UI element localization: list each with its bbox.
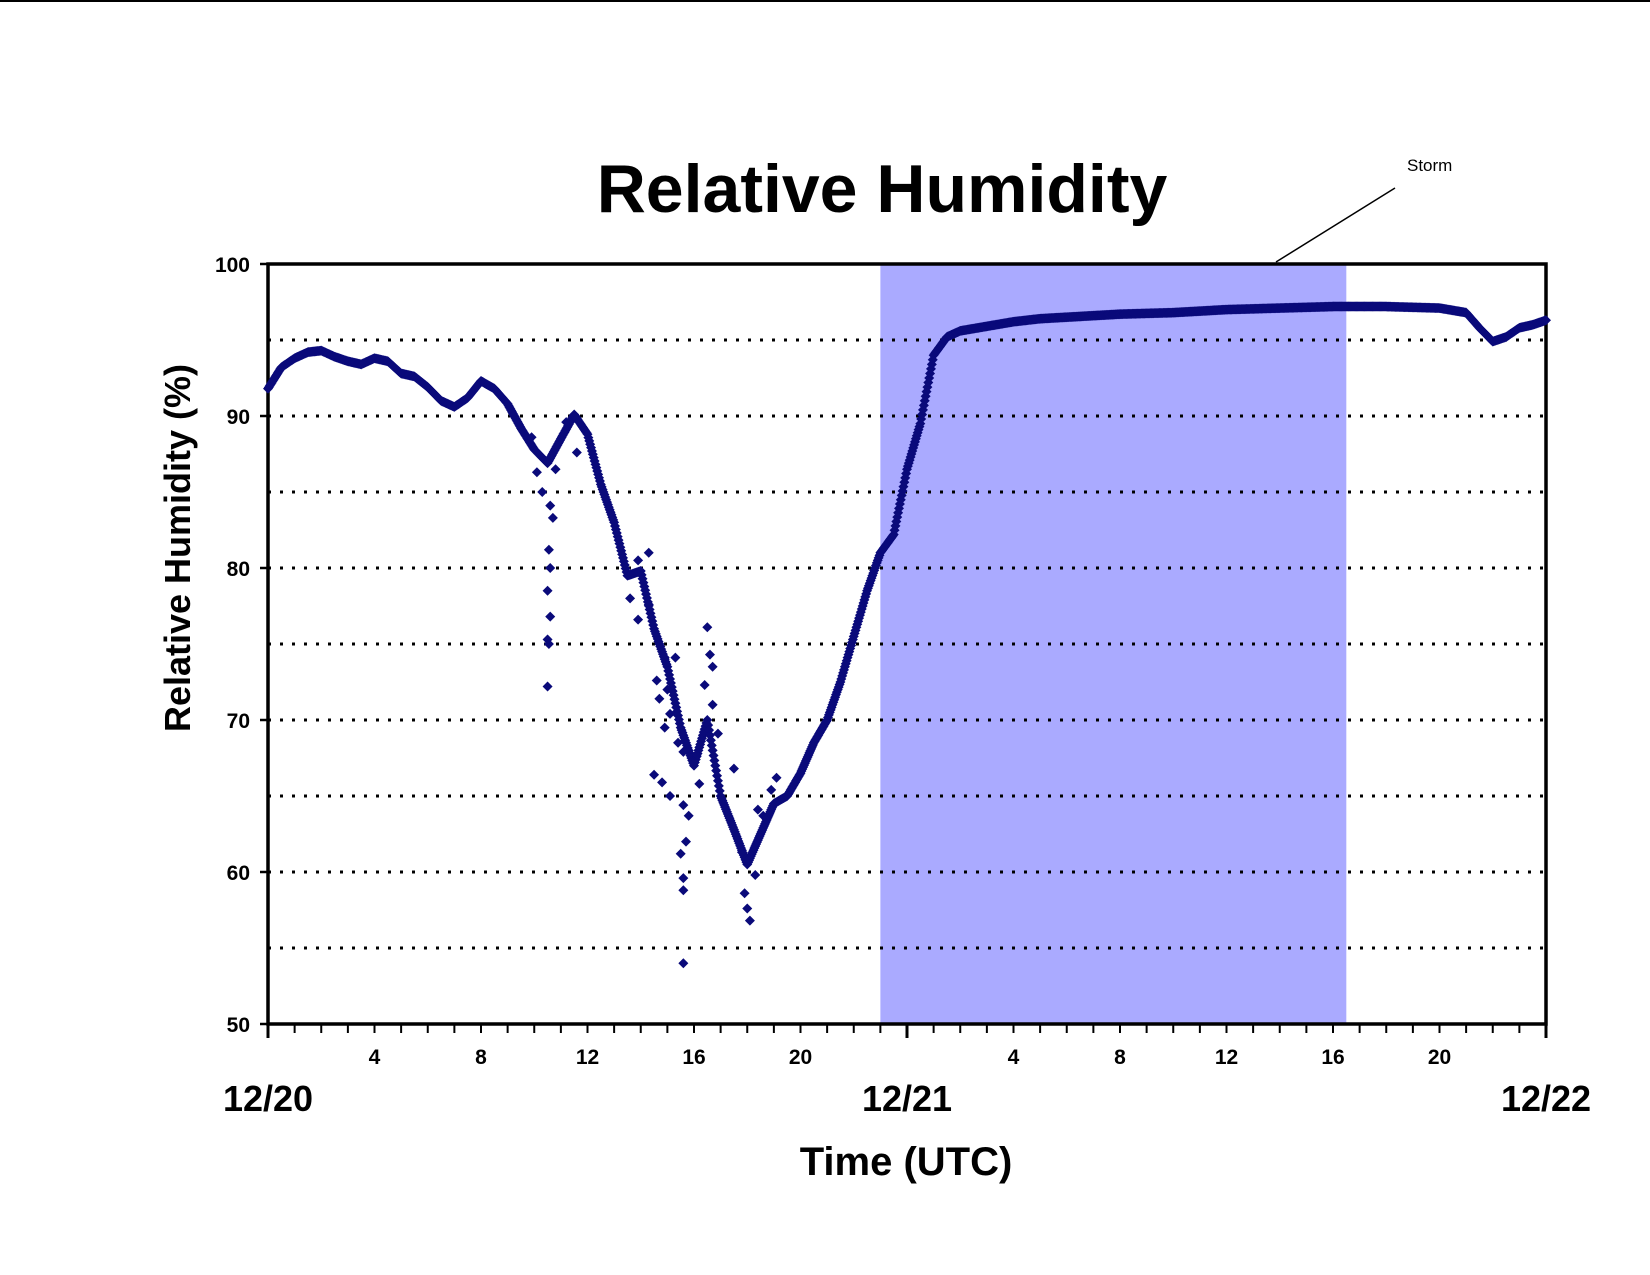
y-tick-label: 60 — [227, 862, 250, 885]
data-point — [659, 722, 670, 733]
data-point — [678, 958, 689, 969]
storm-annotation: Storm — [1407, 156, 1452, 175]
data-point — [678, 800, 689, 811]
data-point — [736, 847, 747, 858]
data-point — [683, 810, 694, 821]
x-tick-label: 12 — [1215, 1046, 1238, 1069]
storm-leader-line — [1275, 187, 1396, 263]
data-point — [699, 680, 710, 691]
data-point — [659, 652, 670, 663]
y-tick-label: 70 — [227, 710, 250, 733]
storm-annotation-layer: Storm — [1275, 156, 1452, 263]
data-point — [633, 614, 644, 625]
data-point — [643, 547, 654, 558]
x-tick-label: 20 — [1428, 1046, 1451, 1069]
data-point — [728, 763, 739, 774]
data-point — [750, 870, 761, 881]
y-tick-label: 90 — [227, 406, 250, 429]
x-tick-label: 4 — [369, 1046, 381, 1069]
storm-shaded-region — [880, 264, 1347, 1024]
x-tick-label: 20 — [789, 1046, 812, 1069]
y-tick-label: 50 — [227, 1014, 250, 1037]
data-point — [758, 810, 769, 821]
data-point — [542, 585, 553, 596]
data-point — [742, 903, 753, 914]
data-point — [670, 652, 681, 663]
y-tick-label: 80 — [227, 558, 250, 581]
x-tick-label: 8 — [475, 1046, 487, 1069]
data-point — [707, 661, 718, 672]
data-point — [545, 611, 556, 622]
y-tick-label: 100 — [215, 254, 250, 277]
data-point — [694, 778, 705, 789]
data-point — [771, 772, 782, 783]
data-point — [543, 639, 554, 649]
data-point — [662, 684, 673, 695]
data-point — [526, 432, 537, 443]
data-point — [545, 500, 556, 511]
storm-shading-layer — [880, 264, 1347, 1024]
data-point — [654, 639, 665, 649]
data-point — [649, 769, 660, 780]
data-point — [691, 749, 702, 760]
data-point — [702, 622, 713, 633]
data-point — [561, 417, 572, 428]
data-point — [537, 487, 548, 497]
data-point — [547, 512, 558, 523]
data-point — [657, 777, 668, 788]
data-point — [654, 693, 665, 704]
data-point — [543, 544, 554, 555]
y-axis-label: Relative Humidity (%) — [157, 364, 198, 732]
top-border — [0, 0, 1650, 2]
day-label: 12/21 — [862, 1078, 952, 1119]
x-tick-label: 16 — [682, 1046, 705, 1069]
chart-title: Relative Humidity — [597, 151, 1168, 227]
data-point — [651, 675, 662, 686]
data-point — [542, 681, 553, 692]
data-point — [1541, 315, 1551, 326]
data-point — [545, 563, 556, 573]
x-tick-label: 16 — [1321, 1046, 1344, 1069]
x-axis-label: Time (UTC) — [800, 1140, 1013, 1184]
data-point — [675, 848, 686, 859]
gridline-layer — [268, 338, 1546, 950]
data-point — [665, 708, 676, 719]
data-point — [707, 699, 718, 710]
data-point — [712, 728, 723, 739]
data-point — [752, 804, 763, 815]
data-point — [744, 915, 755, 926]
data-point — [531, 467, 542, 478]
data-point — [739, 888, 750, 899]
data-point — [633, 555, 644, 566]
data-point — [678, 885, 689, 896]
x-tick-label: 8 — [1114, 1046, 1126, 1069]
data-point — [643, 599, 654, 610]
day-label: 12/22 — [1501, 1078, 1591, 1119]
data-point — [665, 791, 676, 801]
data-points-layer — [263, 301, 1551, 969]
day-label: 12/20 — [223, 1078, 313, 1119]
data-point — [550, 464, 561, 475]
data-point — [678, 746, 689, 757]
data-point — [681, 836, 692, 847]
x-tick-label: 12 — [576, 1046, 599, 1069]
data-point — [571, 447, 582, 458]
axes-layer: 50 60 70 80 90 100 4 8 12 16 20 4 8 12 16 20 12/20 12/21 1… — [215, 254, 1591, 1119]
data-point — [673, 737, 684, 748]
data-point — [704, 649, 715, 660]
x-tick-label: 4 — [1008, 1046, 1020, 1069]
data-point — [766, 784, 777, 795]
data-point — [625, 593, 636, 604]
data-point — [678, 873, 689, 884]
